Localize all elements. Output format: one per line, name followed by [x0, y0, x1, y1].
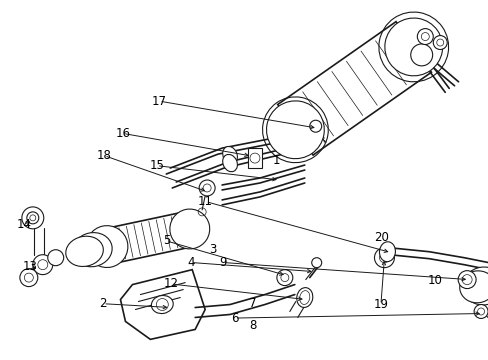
Polygon shape — [247, 148, 262, 168]
Text: 2: 2 — [99, 297, 107, 310]
Text: 12: 12 — [163, 278, 179, 291]
Ellipse shape — [151, 296, 173, 314]
Ellipse shape — [459, 271, 488, 303]
Ellipse shape — [379, 242, 395, 262]
Circle shape — [309, 120, 321, 132]
Circle shape — [416, 28, 432, 45]
Ellipse shape — [266, 101, 324, 159]
Text: 18: 18 — [97, 149, 111, 162]
Circle shape — [22, 207, 44, 229]
Circle shape — [48, 250, 63, 266]
Text: 11: 11 — [198, 195, 213, 208]
Circle shape — [199, 180, 215, 196]
Text: 19: 19 — [373, 298, 387, 311]
Text: 16: 16 — [115, 127, 130, 140]
Ellipse shape — [169, 209, 209, 249]
Ellipse shape — [86, 226, 128, 267]
Ellipse shape — [66, 236, 103, 266]
Text: 3: 3 — [209, 243, 216, 256]
Text: 15: 15 — [149, 159, 164, 172]
Text: 8: 8 — [248, 319, 256, 332]
Ellipse shape — [72, 233, 112, 267]
Ellipse shape — [296, 288, 312, 307]
Ellipse shape — [410, 44, 432, 66]
Ellipse shape — [462, 267, 488, 305]
Text: 4: 4 — [187, 256, 194, 269]
Text: 17: 17 — [151, 95, 166, 108]
Circle shape — [457, 271, 475, 289]
Polygon shape — [277, 22, 430, 155]
Circle shape — [276, 270, 292, 285]
Ellipse shape — [222, 154, 237, 172]
Circle shape — [20, 269, 38, 287]
Circle shape — [432, 36, 447, 50]
Ellipse shape — [384, 18, 442, 76]
Circle shape — [374, 248, 394, 268]
Circle shape — [311, 258, 321, 268]
Text: 1: 1 — [272, 154, 279, 167]
Ellipse shape — [222, 147, 237, 164]
Polygon shape — [120, 270, 205, 339]
Text: 6: 6 — [230, 311, 238, 325]
Text: 9: 9 — [219, 256, 226, 269]
Text: 20: 20 — [374, 231, 388, 244]
Circle shape — [473, 305, 487, 319]
Text: 7: 7 — [248, 297, 256, 310]
Polygon shape — [103, 211, 193, 264]
Text: 10: 10 — [427, 274, 442, 287]
Text: 5: 5 — [163, 234, 170, 247]
Ellipse shape — [476, 266, 488, 302]
Text: 13: 13 — [22, 260, 38, 273]
Circle shape — [27, 212, 39, 224]
Text: 14: 14 — [17, 218, 32, 231]
Circle shape — [33, 255, 53, 275]
